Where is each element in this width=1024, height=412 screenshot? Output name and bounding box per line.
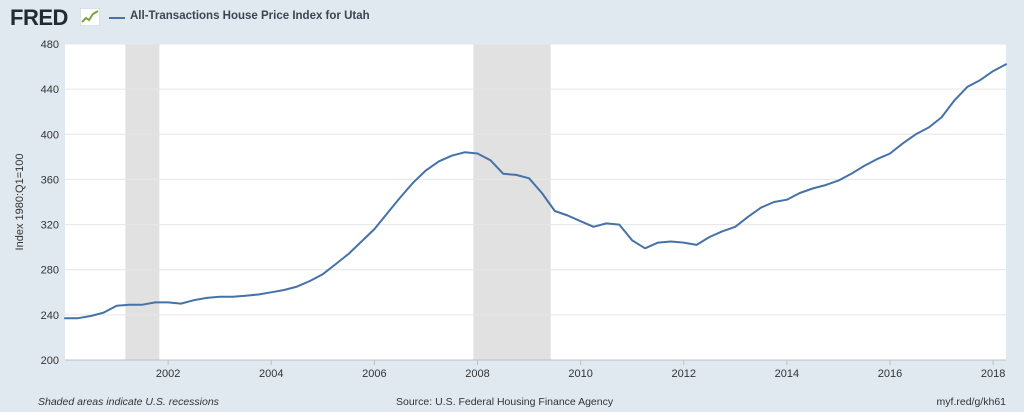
recession-band-2 — [473, 44, 551, 360]
y-tick-label: 240 — [41, 310, 59, 322]
y-tick-label: 280 — [41, 265, 59, 277]
x-tick-label: 2012 — [671, 368, 695, 380]
y-tick-label: 400 — [41, 129, 59, 141]
legend-swatch — [109, 17, 125, 19]
y-tick-label: 480 — [41, 39, 59, 51]
x-tick-label: 2004 — [259, 368, 283, 380]
y-tick-label: 440 — [41, 84, 59, 96]
fred-logo[interactable]: FRED — [10, 5, 68, 30]
series-line-1[interactable] — [64, 63, 1007, 320]
x-tick-label: 2002 — [156, 368, 180, 380]
x-tick-label: 2006 — [362, 368, 386, 380]
y-axis-title: Index 1980:Q1=100 — [14, 154, 26, 251]
short-link[interactable]: myf.red/g/kh61 — [936, 396, 1006, 408]
y-tick-label: 320 — [41, 220, 59, 232]
source-text: Source: U.S. Federal Housing Finance Age… — [396, 396, 614, 408]
legend-label[interactable]: All-Transactions House Price Index for U… — [130, 10, 370, 22]
trend-line-icon — [80, 8, 100, 26]
recession-note: Shaded areas indicate U.S. recessions — [38, 396, 219, 408]
x-tick-label: 2016 — [878, 368, 902, 380]
y-axis: 200 240 280 320 360 400 440 480 — [41, 39, 59, 367]
chart-header: FRED All-Transactions House Price Index … — [0, 0, 1024, 36]
series-layer — [64, 63, 1007, 320]
recession-shading — [125, 44, 551, 360]
x-tick-label: 2018 — [981, 368, 1005, 380]
x-tick-label: 2008 — [465, 368, 489, 380]
recession-band-1 — [125, 44, 160, 360]
y-tick-label: 360 — [41, 174, 59, 186]
x-axis: 2002 2004 2006 2008 2010 2012 2014 2016 2018 — [65, 359, 1006, 380]
x-tick-label: 2010 — [568, 368, 592, 380]
y-tick-label: 200 — [41, 355, 59, 367]
x-tick-label: 2014 — [775, 368, 799, 380]
